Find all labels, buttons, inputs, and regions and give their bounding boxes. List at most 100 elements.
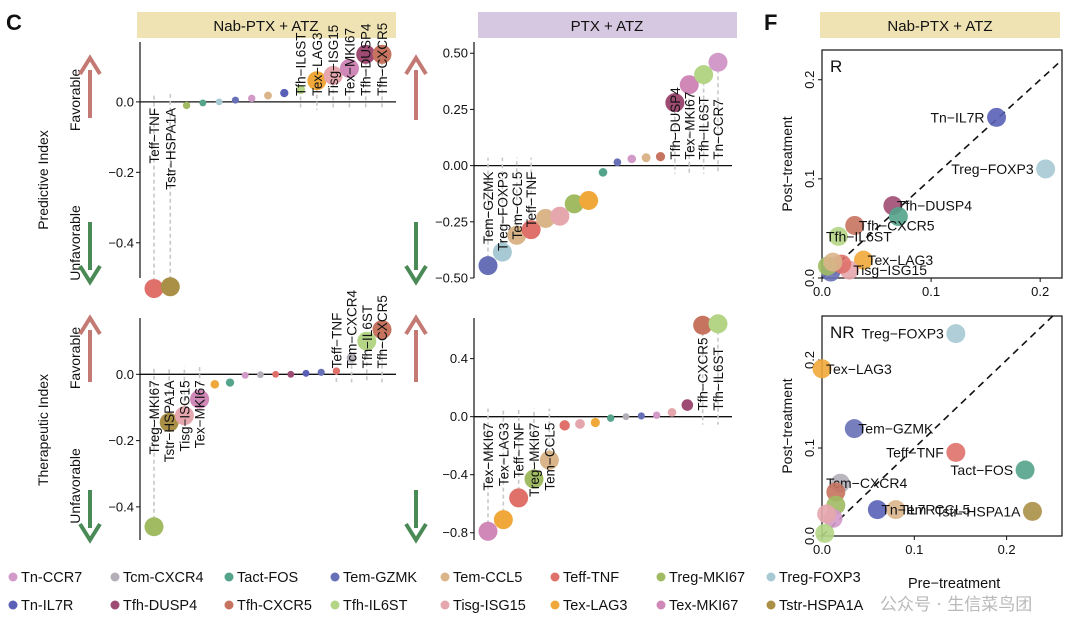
dot (823, 252, 843, 272)
dot (493, 510, 513, 530)
legend-swatch (330, 572, 340, 582)
point-tstr-hspa1a: Tstr−HSPA1A (159, 366, 179, 462)
point-label: Tem−CCL5 (542, 423, 557, 491)
legend-swatch (224, 600, 234, 610)
dot (160, 277, 180, 297)
point-label: Tfh−DUSP4 (359, 23, 374, 96)
legend-item-tfh-cxcr5: Tfh-CXCR5 (224, 598, 312, 614)
legend-swatch (656, 572, 666, 582)
dot (323, 65, 343, 85)
dot (296, 85, 306, 95)
dot (844, 419, 864, 439)
watermark: 公众号 · 生信菜鸟团 (880, 595, 1032, 615)
point-label: Tem−GZMK (858, 421, 934, 437)
point-label: Tisg−ISG15 (853, 262, 927, 278)
dot (828, 226, 848, 246)
point-tem-gzmk: Tem−GZMK (478, 157, 498, 276)
point-tfh-cxcr5: Tfh−CXCR5 (845, 215, 935, 235)
point-tem-gzmk (613, 158, 622, 167)
point-label: Teff−TNF (886, 444, 944, 460)
dot (182, 101, 191, 110)
point-label: Tem−GZMK (481, 172, 496, 244)
point-tact-fos (888, 207, 908, 227)
y-tick-label: 0.00 (443, 158, 468, 173)
point-tex-mki67: Tex−MKI67 (478, 408, 498, 541)
point-treg-mki67 (564, 194, 584, 214)
point-teff-tnf: Teff−TNF (886, 442, 966, 462)
point-tfh-dusp4 (681, 399, 694, 411)
point-treg-mki67: Treg−MKI67 (524, 408, 544, 497)
dot (190, 389, 210, 409)
unfavorable-arrow-3-head (404, 264, 428, 286)
y-tick-label: 0.1 (802, 439, 817, 457)
dot (815, 523, 835, 543)
legend-swatch (656, 600, 666, 610)
dot (679, 75, 699, 95)
point-tact-fos (199, 99, 207, 107)
point-label: Tn−IL7R (930, 109, 984, 125)
point-tfh-dusp4 (287, 370, 295, 378)
point-tfh-dusp4: Tfh−DUSP4 (665, 87, 685, 174)
point-label: Treg−FOXP3 (951, 161, 1034, 177)
point-tcm-cxcr4 (622, 413, 630, 421)
point-teff-tnf: Teff−TNF (521, 157, 541, 240)
dot (652, 411, 661, 419)
unfavorable-arrow-1-head (78, 264, 102, 286)
point-label: Teff−TNF (147, 108, 162, 164)
dot (256, 371, 264, 379)
point-label: Tstr−HSPA1A (162, 380, 177, 462)
legend-swatch (440, 600, 450, 610)
legend-label: Treg-MKI67 (669, 570, 745, 586)
y-tick-label: −0.2 (108, 433, 134, 448)
point-label: Tcm−CXCR4 (826, 475, 908, 491)
point-tn-il7r: Tn−IL7R (930, 107, 1007, 127)
x-tick-label: 0.2 (998, 542, 1016, 557)
legend-item-tn-il7r: Tn-IL7R (8, 598, 73, 614)
favorable-arrow-1 (78, 54, 102, 118)
dot (507, 225, 527, 245)
legend-swatch (766, 572, 776, 582)
unfavorable-arrow-4 (404, 490, 428, 544)
point-tn-ccr7 (652, 411, 661, 419)
dot (509, 488, 529, 508)
point-label: Tfh−CXCR5 (696, 338, 711, 411)
y-tick-label: 0.0 (802, 269, 817, 287)
y-tick-label: −0.4 (108, 235, 134, 250)
point-tisg-isg15 (667, 408, 677, 417)
point-tfh-cxcr5: Tfh−CXCR5 (693, 315, 713, 425)
y-axis-title: Post−treatment (779, 116, 795, 211)
point-teff-tnf (559, 420, 570, 431)
dot (708, 314, 728, 334)
point-tem-ccl5 (641, 153, 651, 163)
dot (867, 500, 887, 520)
point-tn-il7r: Tn−IL7R (867, 500, 935, 520)
point-teff-tnf: Teff−TNF (509, 408, 529, 508)
favorable-arrow-4-head (404, 314, 428, 336)
dot (144, 517, 164, 537)
dot (1036, 159, 1056, 179)
dot (886, 500, 906, 520)
dot (665, 93, 685, 113)
favorable-arrow-1-head (78, 54, 102, 76)
header-nab: Nab-PTX + ATZ (137, 12, 396, 38)
point-tact-fos (225, 378, 235, 387)
point-tisg-isg15 (817, 504, 837, 524)
dot (199, 99, 207, 107)
dot (524, 469, 544, 489)
point-treg-foxp3 (215, 98, 223, 106)
identity-line (821, 59, 1063, 279)
unfavorable-arrow-2-head (78, 522, 102, 544)
y-tick-label: −0.4 (108, 499, 134, 514)
point-tex-lag3 (210, 379, 220, 389)
point-tem-ccl5: Tem−CCL5 (507, 157, 527, 245)
point-label: Tem−CCL5 (900, 502, 971, 518)
dot (159, 412, 179, 432)
legend-swatch (330, 600, 340, 610)
row-label-therapeutic: Therapeutic Index (35, 374, 51, 486)
dot (372, 320, 392, 340)
legend-label: Tact-FOS (237, 570, 298, 586)
legend-swatch (550, 572, 560, 582)
point-tcm-cxcr4 (256, 371, 264, 379)
point-tstr-hspa1a: Tstr−HSPA1A (160, 93, 180, 297)
x-tick-label: 0.0 (813, 542, 831, 557)
